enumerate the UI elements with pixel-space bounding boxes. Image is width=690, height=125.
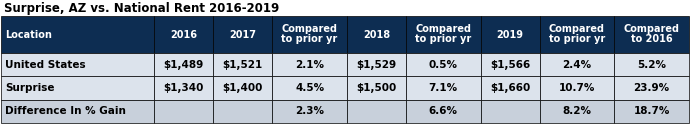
Bar: [155, 76, 213, 100]
Bar: [155, 16, 213, 53]
Text: $1,529: $1,529: [357, 60, 397, 70]
Text: 4.5%: 4.5%: [295, 83, 324, 93]
Bar: [406, 100, 481, 123]
Bar: [540, 76, 614, 100]
Text: $1,521: $1,521: [223, 60, 263, 70]
Bar: [614, 76, 689, 100]
Bar: [614, 100, 689, 123]
Bar: [213, 76, 273, 100]
Text: Difference In % Gain: Difference In % Gain: [5, 106, 126, 116]
Bar: [1, 100, 155, 123]
Bar: [540, 100, 614, 123]
Bar: [273, 100, 347, 123]
Text: $1,489: $1,489: [164, 60, 204, 70]
Text: Surprise, AZ vs. National Rent 2016-2019: Surprise, AZ vs. National Rent 2016-2019: [4, 2, 279, 15]
Bar: [481, 16, 540, 53]
Text: $1,660: $1,660: [490, 83, 530, 93]
Text: 2.3%: 2.3%: [295, 106, 324, 116]
Bar: [481, 100, 540, 123]
Text: 2019: 2019: [497, 30, 524, 40]
Bar: [481, 76, 540, 100]
Bar: [406, 76, 481, 100]
Bar: [406, 53, 481, 76]
Bar: [1, 53, 155, 76]
Bar: [406, 16, 481, 53]
Text: $1,400: $1,400: [223, 83, 263, 93]
Text: $1,566: $1,566: [490, 60, 530, 70]
Text: 2017: 2017: [229, 30, 256, 40]
Text: 2016: 2016: [170, 30, 197, 40]
Bar: [347, 100, 406, 123]
Bar: [347, 76, 406, 100]
Text: 2.1%: 2.1%: [295, 60, 324, 70]
Text: Compared
to 2016: Compared to 2016: [624, 24, 680, 44]
Bar: [1, 76, 155, 100]
Bar: [540, 53, 614, 76]
Bar: [155, 100, 213, 123]
Text: $1,500: $1,500: [356, 83, 397, 93]
Text: 2018: 2018: [363, 30, 390, 40]
Bar: [347, 53, 406, 76]
Text: 18.7%: 18.7%: [633, 106, 670, 116]
Text: $1,340: $1,340: [164, 83, 204, 93]
Bar: [273, 53, 347, 76]
Bar: [273, 16, 347, 53]
Text: 6.6%: 6.6%: [428, 106, 457, 116]
Text: Compared
to prior yr: Compared to prior yr: [415, 24, 471, 44]
Text: 10.7%: 10.7%: [559, 83, 595, 93]
Text: 0.5%: 0.5%: [428, 60, 457, 70]
Bar: [1, 16, 155, 53]
Bar: [213, 16, 273, 53]
Bar: [481, 53, 540, 76]
Text: 7.1%: 7.1%: [428, 83, 458, 93]
Bar: [614, 16, 689, 53]
Text: 2.4%: 2.4%: [562, 60, 591, 70]
Bar: [213, 100, 273, 123]
Bar: [540, 16, 614, 53]
Text: Location: Location: [5, 30, 52, 40]
Bar: [155, 53, 213, 76]
Text: 23.9%: 23.9%: [633, 83, 670, 93]
Bar: [614, 53, 689, 76]
Text: Surprise: Surprise: [5, 83, 55, 93]
Text: United States: United States: [5, 60, 86, 70]
Bar: [273, 76, 347, 100]
Text: Compared
to prior yr: Compared to prior yr: [549, 24, 605, 44]
Text: 8.2%: 8.2%: [562, 106, 591, 116]
Bar: [213, 53, 273, 76]
Bar: [347, 16, 406, 53]
Text: Compared
to prior yr: Compared to prior yr: [282, 24, 337, 44]
Text: 5.2%: 5.2%: [637, 60, 666, 70]
